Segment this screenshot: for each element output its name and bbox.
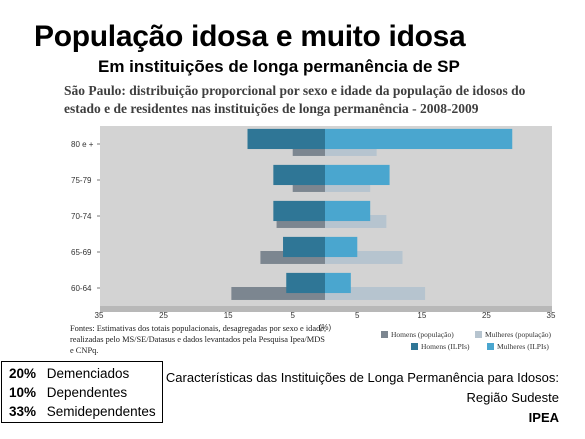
x-tick-label: 5 [290,311,295,320]
bar-women-ilpi [325,272,351,294]
x-tick-label: 35 [547,311,556,320]
bar-men-ilpi [283,236,325,258]
legend-swatch [381,331,388,338]
bar-women-ilpi [325,200,371,222]
x-axis-band [100,306,552,312]
category-label: 65-69 [71,248,92,257]
category-label: 70-74 [71,212,92,221]
x-axis-label: (%) [319,323,332,332]
source-citation: Características das Instituições de Long… [166,368,559,428]
legend-label: Mulheres (população) [485,330,552,339]
bar-men-ilpi [273,200,325,222]
stat-percent: 20% [9,366,37,381]
stat-row-dependent: 10% Dependentes [9,383,162,402]
x-tick-label: 5 [355,311,360,320]
stat-row-dementia: 20% Demenciados [9,364,162,383]
x-tick-label: 25 [159,311,168,320]
sources-note: Fontes: Estimativas dos totais populacio… [70,324,327,355]
bar-men-ilpi [247,128,325,150]
category-label: 80 e + [71,140,94,149]
stat-percent: 10% [9,385,37,400]
slide-subtitle: Em instituições de longa permanência de … [98,57,460,76]
source-line: Região Sudeste [466,390,559,405]
stat-percent: 33% [9,404,37,419]
chart-caption: São Paulo: distribuição proporcional por… [64,83,526,116]
bar-women-ilpi [325,236,358,258]
source-line: Características das Instituições de Long… [165,370,559,385]
category-label: 75-79 [71,176,92,185]
legend-swatch [411,343,418,350]
legend-label: Homens (ILPIs) [421,342,470,351]
legend-label: Homens (população) [391,330,454,339]
legend-swatch [487,343,494,350]
x-tick-label: 15 [417,311,426,320]
bar-men-ilpi [286,272,325,294]
bar-women-ilpi [325,128,513,150]
stats-box: 20% Demenciados 10% Dependentes 33% Semi… [1,361,163,423]
x-tick-label: 15 [224,311,233,320]
x-tick-label: 35 [95,311,104,320]
bar-men-ilpi [273,164,325,186]
x-tick-label: 25 [482,311,491,320]
legend-swatch [475,331,482,338]
stat-label: Semidependentes [46,404,156,419]
stat-label: Dependentes [46,385,128,400]
category-label: 60-64 [71,284,92,293]
slide-title: População idosa e muito idosa [34,20,466,53]
stat-row-semidependent: 33% Semidependentes [9,402,162,421]
legend-label: Mulheres (ILPIs) [497,342,549,351]
source-org: IPEA [528,410,559,425]
stat-label: Demenciados [46,366,130,381]
bar-women-ilpi [325,164,390,186]
